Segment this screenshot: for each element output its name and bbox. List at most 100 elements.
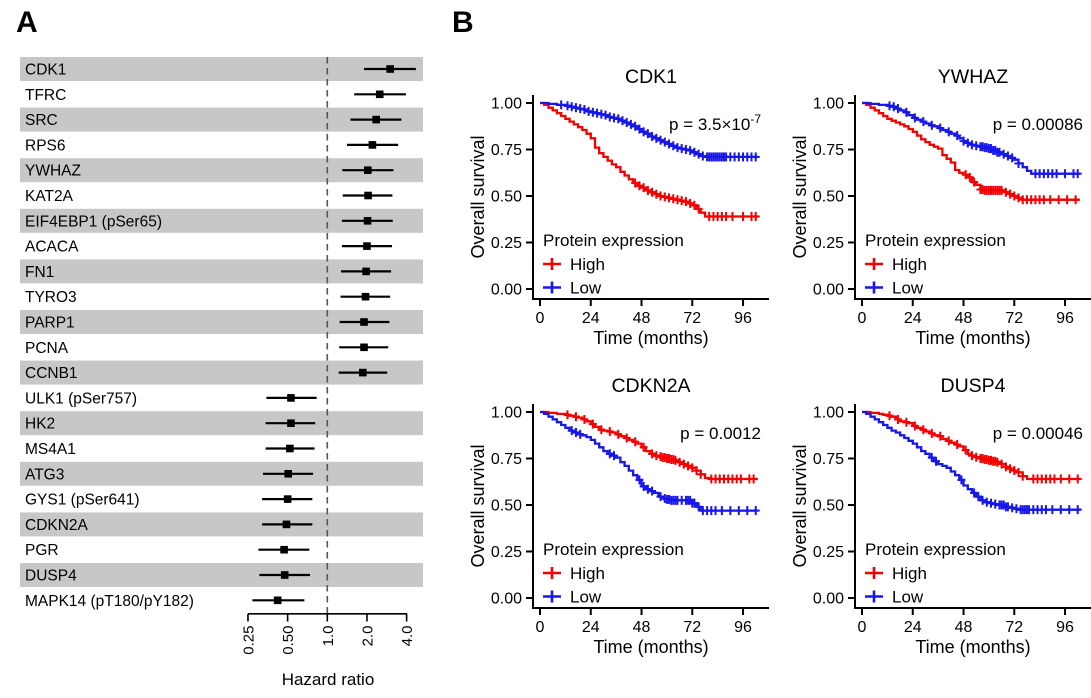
forest-row-label: CDK1 [25,62,66,79]
forest-hr-marker [284,470,293,478]
forest-row-label: ACACA [25,239,79,256]
forest-x-axis-title: Hazard ratio [282,670,375,689]
km-y-tick-label: 0.25 [491,544,522,561]
km-y-tick-label: 0.75 [813,142,844,159]
forest-row-label: KAT2A [25,188,74,205]
km-curve-low [862,101,1080,175]
forest-row-label: PARP1 [25,315,75,332]
km-x-tick-label: 48 [633,310,651,327]
km-legend-title: Protein expression [543,231,684,250]
km-x-tick-label: 0 [858,619,867,636]
km-title: CDKN2A [611,375,690,397]
km-y-tick-label: 0.50 [813,189,844,206]
km-x-tick-label: 96 [1056,619,1074,636]
km-svg-dusp4: DUSP4 p = 0.00046 0.00 0.25 0.50 0.75 1.00 0 24 4… [790,375,1091,657]
forest-hr-marker [363,217,372,225]
km-y-tick-label: 1.00 [813,96,844,113]
km-title: YWHAZ [938,66,1009,88]
forest-row-label: PGR [25,542,59,559]
forest-row-band [20,563,423,587]
forest-hr-marker [364,166,372,174]
forest-row-label: FN1 [25,264,54,281]
km-x-tick-label: 96 [734,619,752,636]
forest-row-label: MAPK14 (pT180/pY182) [25,593,194,610]
km-chart-cdkn2a: CDKN2A p = 0.0012 0.00 0.25 0.50 0.75 1.00 0 24 4… [468,366,779,664]
forest-row-label: HK2 [25,416,55,433]
km-x-tick-label: 96 [1056,310,1074,327]
forest-row-label: MS4A1 [25,441,76,458]
forest-hr-marker [286,444,294,453]
km-x-axis-title: Time (months) [915,328,1030,348]
forest-hr-marker [287,419,295,427]
km-y-tick-label: 0.75 [491,451,522,468]
forest-row-band [20,411,423,436]
km-y-tick-label: 1.00 [491,405,522,422]
km-chart-ywhaz: YWHAZ p = 0.00086 0.00 0.25 0.50 0.75 1.00 0 24 4… [790,57,1091,355]
km-svg-cdkn2a: CDKN2A p = 0.0012 0.00 0.25 0.50 0.75 1.00 0 24 4… [468,375,769,657]
forest-x-tick-label: 2.0 [359,626,376,647]
km-legend-label: Low [570,588,602,607]
km-x-tick-label: 48 [955,619,973,636]
forest-hr-marker [282,520,291,529]
km-y-tick-label: 1.00 [813,405,844,422]
km-x-tick-label: 72 [1005,619,1023,636]
km-legend-title: Protein expression [865,231,1006,250]
km-x-tick-label: 48 [633,619,651,636]
forest-hr-marker [363,242,371,250]
panel-a-label: A [16,6,38,39]
km-legend-label: High [570,564,605,583]
forest-row-label: PCNA [25,340,69,357]
km-svg-cdk1: CDK1 p = 3.5×10-7 0.00 0.25 0.50 0.75 1.00 0 24 4… [468,66,769,348]
km-x-axis-title: Time (months) [593,328,708,348]
forest-hr-marker [360,343,368,352]
km-x-tick-label: 24 [582,310,600,327]
forest-hr-marker [359,368,367,377]
km-x-tick-label: 48 [955,310,973,327]
km-y-tick-label: 0.50 [491,498,522,515]
km-curve-high [862,410,1080,481]
forest-hr-marker [368,141,377,149]
forest-hr-marker [360,318,368,326]
forest-hr-marker [280,571,289,579]
km-x-axis-title: Time (months) [915,637,1030,657]
km-legend-label: High [570,255,605,274]
km-legend-label: Low [892,279,924,298]
forest-row-label: EIF4EBP1 (pSer65) [25,213,162,230]
km-legend-label: High [892,564,927,583]
forest-hr-marker [362,267,370,276]
forest-x-tick-label: 0.50 [280,626,297,655]
forest-row-label: SRC [25,112,58,129]
forest-plot: CDK1 TFRC SRC RPS6 YWHAZ KAT2A EIF4EBP1 (pSer6… [0,0,445,698]
forest-hr-marker [386,65,394,73]
forest-row-band [20,461,423,486]
forest-hr-marker [361,292,370,301]
km-y-tick-label: 0.50 [491,189,522,206]
forest-hr-marker [372,115,380,124]
forest-row-label: CDKN2A [25,517,89,534]
km-y-axis-title: Overall survival [469,135,488,258]
km-x-tick-label: 0 [536,619,545,636]
km-x-tick-label: 72 [683,619,701,636]
forest-row-label: ATG3 [25,466,64,483]
forest-hr-marker [287,394,295,402]
forest-row-label: TYRO3 [25,289,77,306]
km-y-tick-label: 1.00 [491,96,522,113]
km-x-tick-label: 96 [734,310,752,327]
km-x-axis-title: Time (months) [593,637,708,657]
forest-row-label: TFRC [25,87,66,104]
km-y-tick-label: 0.00 [491,282,522,299]
km-svg-ywhaz: YWHAZ p = 0.00086 0.00 0.25 0.50 0.75 1.00 0 24 4… [790,66,1091,348]
km-p-value: p = 0.00046 [993,424,1083,443]
km-y-axis-title: Overall survival [791,444,810,567]
forest-row-band [20,57,423,81]
km-chart-dusp4: DUSP4 p = 0.00046 0.00 0.25 0.50 0.75 1.00 0 24 4… [790,366,1091,664]
forest-row-band [20,512,423,537]
km-legend-label: Low [892,588,924,607]
km-y-tick-label: 0.75 [813,451,844,468]
km-p-value: p = 0.0012 [680,424,761,443]
km-y-tick-label: 0.00 [813,591,844,608]
forest-row-label: GYS1 (pSer641) [25,492,140,509]
km-x-tick-label: 72 [683,310,701,327]
forest-row-label: DUSP4 [25,568,77,585]
